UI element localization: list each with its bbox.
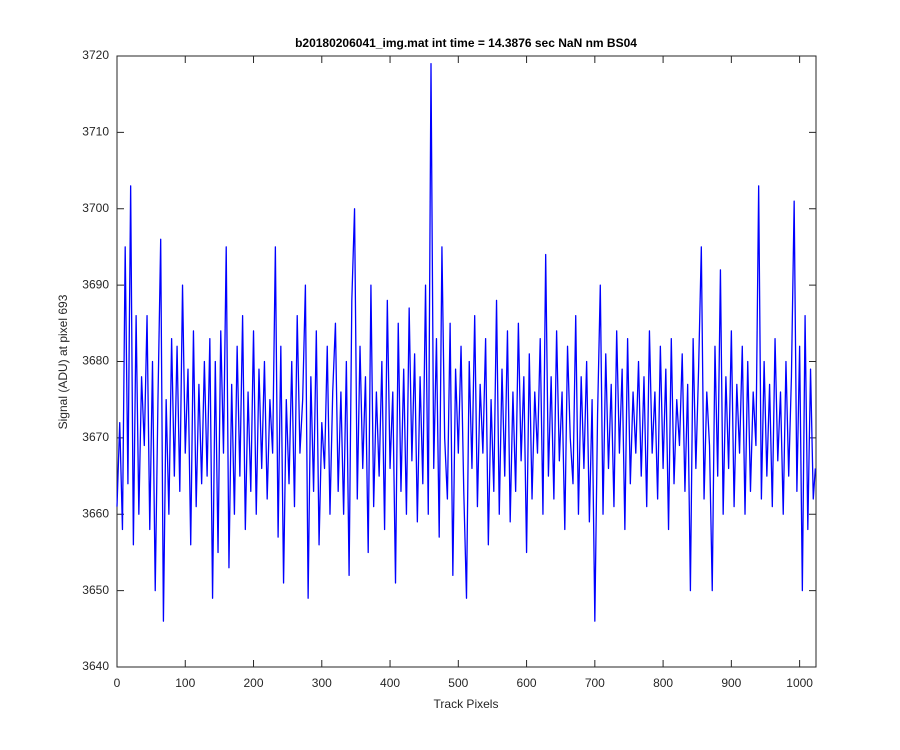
y-tick-label: 3640 xyxy=(82,659,109,673)
x-tick-label: 700 xyxy=(585,676,605,690)
x-tick-label: 200 xyxy=(244,676,264,690)
x-tick-label: 800 xyxy=(653,676,673,690)
x-tick-label: 1000 xyxy=(786,676,813,690)
y-tick-label: 3670 xyxy=(82,430,109,444)
x-tick-label: 600 xyxy=(517,676,537,690)
x-tick-label: 0 xyxy=(114,676,121,690)
y-tick-label: 3650 xyxy=(82,583,109,597)
y-tick-label: 3660 xyxy=(82,506,109,520)
x-tick-label: 300 xyxy=(312,676,332,690)
x-tick-label: 100 xyxy=(175,676,195,690)
y-tick-label: 3710 xyxy=(82,125,109,139)
y-tick-label: 3720 xyxy=(82,48,109,62)
chart-title: b20180206041_img.mat int time = 14.3876 … xyxy=(295,36,637,50)
x-tick-label: 400 xyxy=(380,676,400,690)
y-axis-label: Signal (ADU) at pixel 693 xyxy=(56,294,70,429)
y-tick-label: 3700 xyxy=(82,201,109,215)
x-axis-label: Track Pixels xyxy=(434,697,499,711)
signal-line xyxy=(116,62,816,622)
x-tick-label: 500 xyxy=(448,676,468,690)
x-tick-label: 900 xyxy=(721,676,741,690)
y-tick-label: 3680 xyxy=(82,354,109,368)
y-tick-label: 3690 xyxy=(82,277,109,291)
